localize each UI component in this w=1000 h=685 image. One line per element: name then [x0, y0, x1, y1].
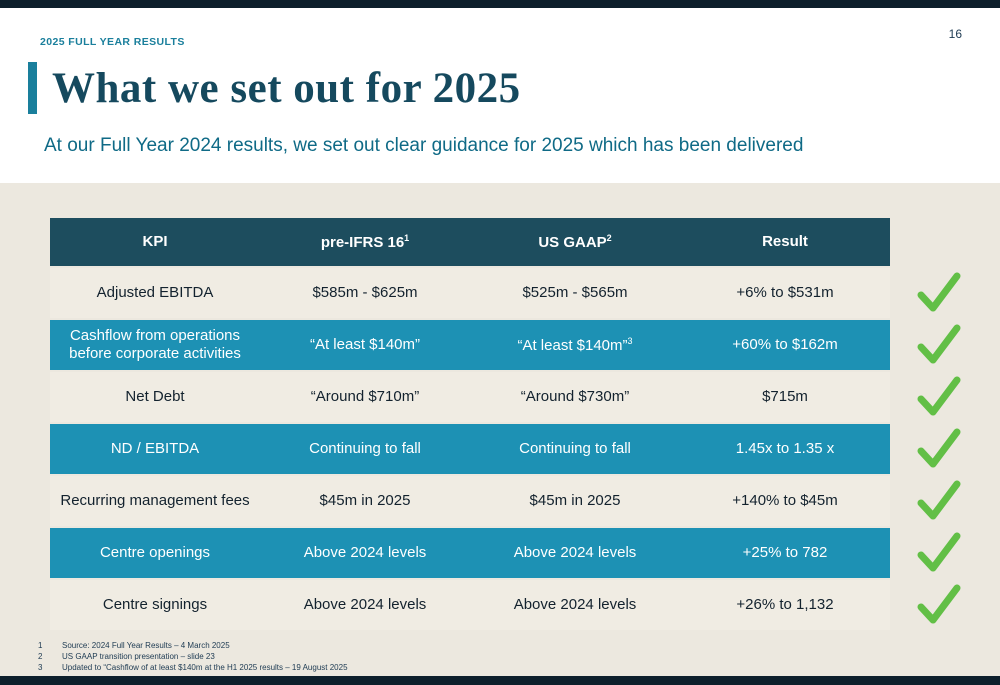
pre-ifrs-cell: $585m - $625m [312, 284, 418, 301]
us-gaap-cell: Continuing to fall [519, 440, 631, 457]
us-gaap-cell: “Around $730m” [520, 388, 630, 405]
kpi-cell: Centre openings [99, 544, 211, 561]
check-icon [917, 584, 961, 624]
pre-ifrs-cell: “At least $140m” [309, 336, 421, 353]
table-row: Adjusted EBITDA $585m - $625m $525m - $565… [50, 268, 890, 318]
footnote-number: 3 [38, 662, 43, 672]
us-gaap-cell: “At least $140m”3 [517, 335, 633, 354]
check-column [908, 218, 970, 630]
pre-ifrs-cell: Above 2024 levels [303, 596, 427, 613]
check-cell [908, 476, 970, 526]
kpi-cell: Net Debt [125, 388, 185, 405]
header-cell: KPI [142, 233, 168, 250]
footnote: 2 US GAAP transition presentation – slide… [38, 652, 348, 663]
check-cell [908, 424, 970, 474]
header-cell: US GAAP2 [538, 232, 612, 251]
table-row: Centre signings Above 2024 levels Above 20… [50, 580, 890, 630]
kpi-cell: Adjusted EBITDA [96, 284, 214, 301]
result-cell: 1.45x to 1.35 x [735, 440, 835, 457]
table-header-row: KPI pre-IFRS 161 US GAAP2 Result [50, 218, 890, 266]
footnote-text: US GAAP transition presentation – slide … [62, 651, 215, 661]
content: KPI pre-IFRS 161 US GAAP2 Result Adjusted E… [50, 218, 970, 630]
title-block: What we set out for 2025 [28, 62, 521, 114]
table-row: Cashflow from operations before corporat… [50, 320, 890, 370]
check-cell [908, 372, 970, 422]
table-row: ND / EBITDA Continuing to fall Continuing … [50, 424, 890, 474]
check-icon [917, 376, 961, 416]
table-row: Recurring management fees $45m in 2025 $45… [50, 476, 890, 526]
check-cell [908, 580, 970, 630]
result-cell: +25% to 782 [742, 544, 828, 561]
subtitle: At our Full Year 2024 results, we set ou… [44, 135, 804, 156]
check-icon [917, 480, 961, 520]
footnote-text: Updated to “Cashflow of at least $140m a… [62, 662, 348, 672]
check-cell [908, 528, 970, 578]
eyebrow: 2025 FULL YEAR RESULTS [40, 36, 185, 48]
kpi-cell: Recurring management fees [60, 492, 250, 509]
footnote: 3 Updated to “Cashflow of at least $140m … [38, 663, 348, 674]
header-cell: Result [762, 233, 808, 250]
title-accent-bar [28, 62, 37, 114]
check-icon [917, 428, 961, 468]
result-cell: +26% to 1,132 [736, 596, 834, 613]
us-gaap-cell: Above 2024 levels [513, 544, 637, 561]
check-icon [917, 272, 961, 312]
kpi-table: KPI pre-IFRS 161 US GAAP2 Result Adjusted E… [50, 218, 890, 630]
footnotes: 1 Source: 2024 Full Year Results – 4 Marc… [38, 641, 348, 673]
result-cell: $715m [762, 388, 808, 405]
footnote-text: Source: 2024 Full Year Results – 4 March… [62, 641, 230, 650]
check-cell [908, 320, 970, 370]
result-cell: +6% to $531m [736, 284, 834, 301]
kpi-cell: Cashflow from operations before corporat… [69, 327, 241, 362]
table-row: Centre openings Above 2024 levels Above 20… [50, 528, 890, 578]
us-gaap-cell: $525m - $565m [522, 284, 628, 301]
footnote-number: 2 [38, 651, 43, 661]
page-number: 16 [948, 27, 962, 41]
kpi-cell: ND / EBITDA [110, 440, 200, 457]
table-row: Net Debt “Around $710m” “Around $730m” $715… [50, 372, 890, 422]
pre-ifrs-cell: Above 2024 levels [303, 544, 427, 561]
result-cell: +60% to $162m [732, 336, 838, 353]
footnote: 1 Source: 2024 Full Year Results – 4 Marc… [38, 641, 348, 652]
us-gaap-cell: $45m in 2025 [529, 492, 621, 509]
us-gaap-cell: Above 2024 levels [513, 596, 637, 613]
bottom-border [0, 676, 1000, 685]
pre-ifrs-cell: Continuing to fall [309, 440, 421, 457]
footnote-number: 1 [38, 641, 43, 650]
header-cell: pre-IFRS 161 [320, 232, 410, 251]
check-icon [917, 324, 961, 364]
pre-ifrs-cell: $45m in 2025 [319, 492, 411, 509]
check-cell [908, 268, 970, 318]
result-cell: +140% to $45m [732, 492, 838, 509]
kpi-cell: Centre signings [102, 596, 208, 613]
pre-ifrs-cell: “Around $710m” [310, 388, 420, 405]
top-border [0, 0, 1000, 8]
page-title: What we set out for 2025 [52, 64, 521, 112]
check-icon [917, 532, 961, 572]
